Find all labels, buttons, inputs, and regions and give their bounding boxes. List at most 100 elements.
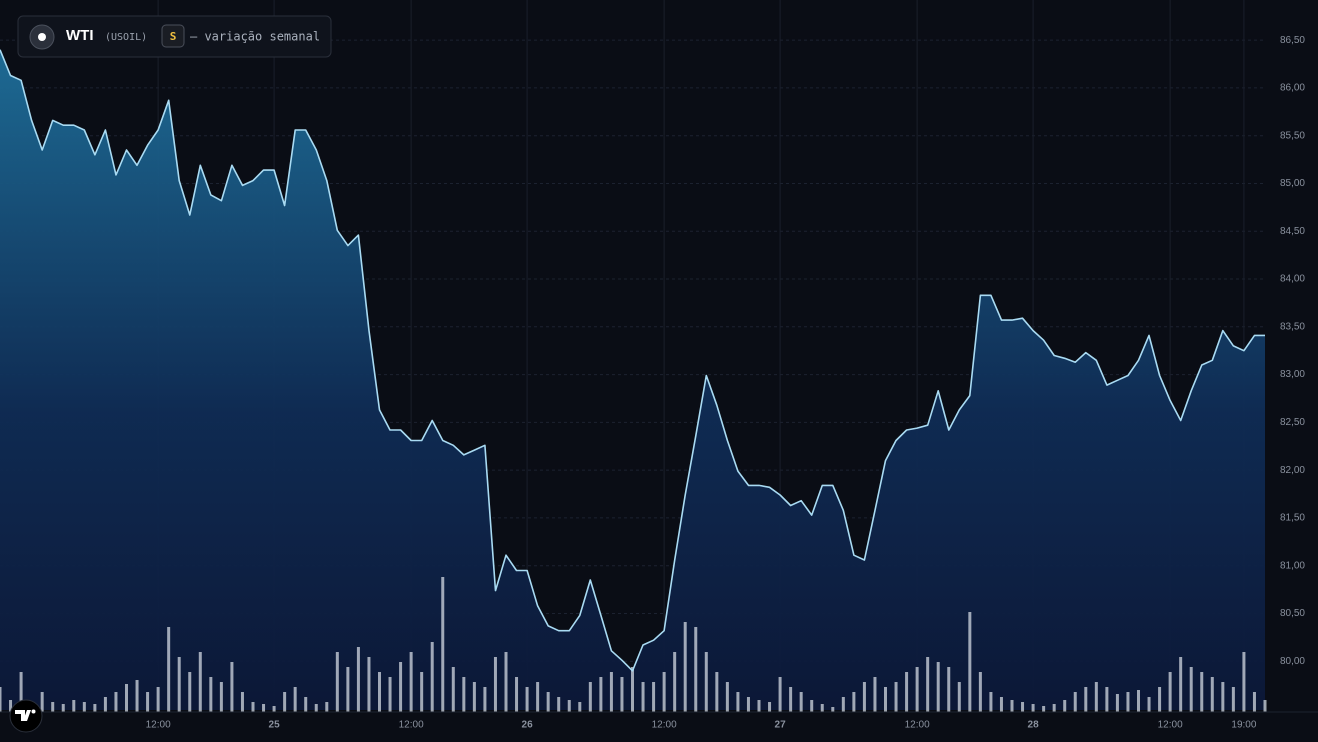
volume-bar bbox=[19, 672, 23, 712]
volume-bar bbox=[1263, 700, 1267, 712]
legend: WTI (USOIL) S — variação semanal bbox=[17, 15, 332, 58]
x-tick-label: 12:00 bbox=[652, 720, 677, 731]
volume-bar bbox=[420, 672, 424, 712]
plot bbox=[0, 49, 1267, 712]
volume-bar bbox=[588, 682, 592, 712]
volume-bar bbox=[841, 697, 845, 712]
volume-bar bbox=[177, 657, 181, 712]
volume-bar bbox=[40, 692, 44, 712]
volume-bar bbox=[1042, 706, 1046, 712]
volume-bar bbox=[831, 707, 835, 712]
volume-bar bbox=[409, 652, 413, 712]
volume-bar bbox=[746, 697, 750, 712]
volume-bar bbox=[1221, 682, 1225, 712]
volume-bar bbox=[694, 627, 698, 712]
volume-bar bbox=[146, 692, 150, 712]
volume-bar bbox=[989, 692, 993, 712]
volume-bar bbox=[356, 647, 360, 712]
symbol-code: (USOIL) bbox=[105, 32, 147, 43]
volume-bar bbox=[1010, 700, 1014, 712]
volume-bar bbox=[1179, 657, 1183, 712]
x-tick-label: 12:00 bbox=[399, 720, 424, 731]
volume-bar bbox=[209, 677, 213, 712]
volume-bar bbox=[61, 704, 65, 712]
volume-bar bbox=[704, 652, 708, 712]
y-tick-label: 80,50 bbox=[1280, 608, 1305, 619]
volume-bar bbox=[9, 700, 13, 712]
x-tick-label: 28 bbox=[1028, 720, 1040, 731]
y-tick-label: 81,00 bbox=[1280, 560, 1305, 571]
x-tick-label: 12:00 bbox=[1158, 720, 1183, 731]
volume-bar bbox=[462, 677, 466, 712]
volume-bar bbox=[198, 652, 202, 712]
volume-bar bbox=[1094, 682, 1098, 712]
volume-bar bbox=[504, 652, 508, 712]
volume-bar bbox=[926, 657, 930, 712]
volume-bar bbox=[240, 692, 244, 712]
volume-bar bbox=[314, 704, 318, 712]
volume-bar bbox=[1189, 667, 1193, 712]
axes: 86,50 86,00 85,50 85,00 84,50 84,00 83,50 83,00… bbox=[0, 35, 1318, 731]
volume-bar bbox=[472, 682, 476, 712]
volume-bar bbox=[430, 642, 434, 712]
symbol-icon-dot bbox=[38, 33, 46, 41]
volume-bar bbox=[82, 702, 86, 712]
volume-bar bbox=[219, 682, 223, 712]
volume-bar bbox=[652, 682, 656, 712]
volume-bar bbox=[378, 672, 381, 712]
y-tick-label: 83,50 bbox=[1280, 321, 1305, 332]
volume-bar bbox=[609, 672, 613, 712]
volume-bar bbox=[367, 657, 371, 712]
volume-bar bbox=[1137, 690, 1140, 712]
volume-bar bbox=[72, 700, 76, 712]
volume-bar bbox=[789, 687, 793, 712]
x-tick-label: 19:00 bbox=[1231, 720, 1256, 731]
volume-bar bbox=[262, 704, 266, 712]
x-tick-label: 25 bbox=[269, 720, 281, 731]
volume-bar bbox=[230, 662, 234, 712]
volume-bar bbox=[114, 692, 118, 712]
volume-bar bbox=[631, 667, 634, 712]
symbol-title: WTI bbox=[66, 27, 94, 44]
y-tick-label: 85,50 bbox=[1280, 130, 1305, 141]
volume-bar bbox=[725, 682, 729, 712]
volume-bar bbox=[515, 677, 519, 712]
y-tick-label: 85,00 bbox=[1280, 178, 1305, 189]
logo-dot bbox=[31, 709, 36, 714]
volume-bar bbox=[1200, 672, 1204, 712]
volume-bar bbox=[662, 672, 666, 712]
y-tick-label: 86,50 bbox=[1280, 35, 1305, 46]
volume-bar bbox=[1231, 687, 1235, 712]
volume-bar bbox=[1105, 687, 1109, 712]
volume-bar bbox=[1158, 687, 1162, 712]
volume-bar bbox=[1084, 687, 1088, 712]
volume-bar bbox=[135, 680, 139, 712]
volume-bar bbox=[1073, 692, 1077, 712]
volume-bar bbox=[1031, 704, 1035, 712]
volume-bar bbox=[399, 662, 403, 712]
volume-bar bbox=[1242, 652, 1246, 712]
volume-bar bbox=[388, 677, 392, 712]
volume-bar bbox=[947, 667, 951, 712]
volume-bar bbox=[884, 687, 887, 712]
volume-bar bbox=[0, 687, 2, 712]
volume-bar bbox=[103, 697, 107, 712]
volume-bar bbox=[799, 692, 803, 712]
badge: S bbox=[170, 30, 177, 43]
volume-bar bbox=[620, 677, 624, 712]
volume-bar bbox=[736, 692, 740, 712]
volume-bar bbox=[905, 672, 909, 712]
volume-bar bbox=[936, 662, 940, 712]
volume-bar bbox=[536, 682, 540, 712]
y-tick-label: 82,00 bbox=[1280, 465, 1305, 476]
volume-bar bbox=[325, 702, 329, 712]
x-tick-label: 12:00 bbox=[905, 720, 930, 731]
volume-bar bbox=[251, 702, 255, 712]
y-tick-label: 81,50 bbox=[1280, 513, 1305, 524]
volume-bar bbox=[810, 700, 814, 712]
volume-bar bbox=[768, 702, 772, 712]
volume-bar bbox=[557, 697, 561, 712]
volume-bar bbox=[546, 692, 550, 712]
volume-bar bbox=[715, 672, 719, 712]
